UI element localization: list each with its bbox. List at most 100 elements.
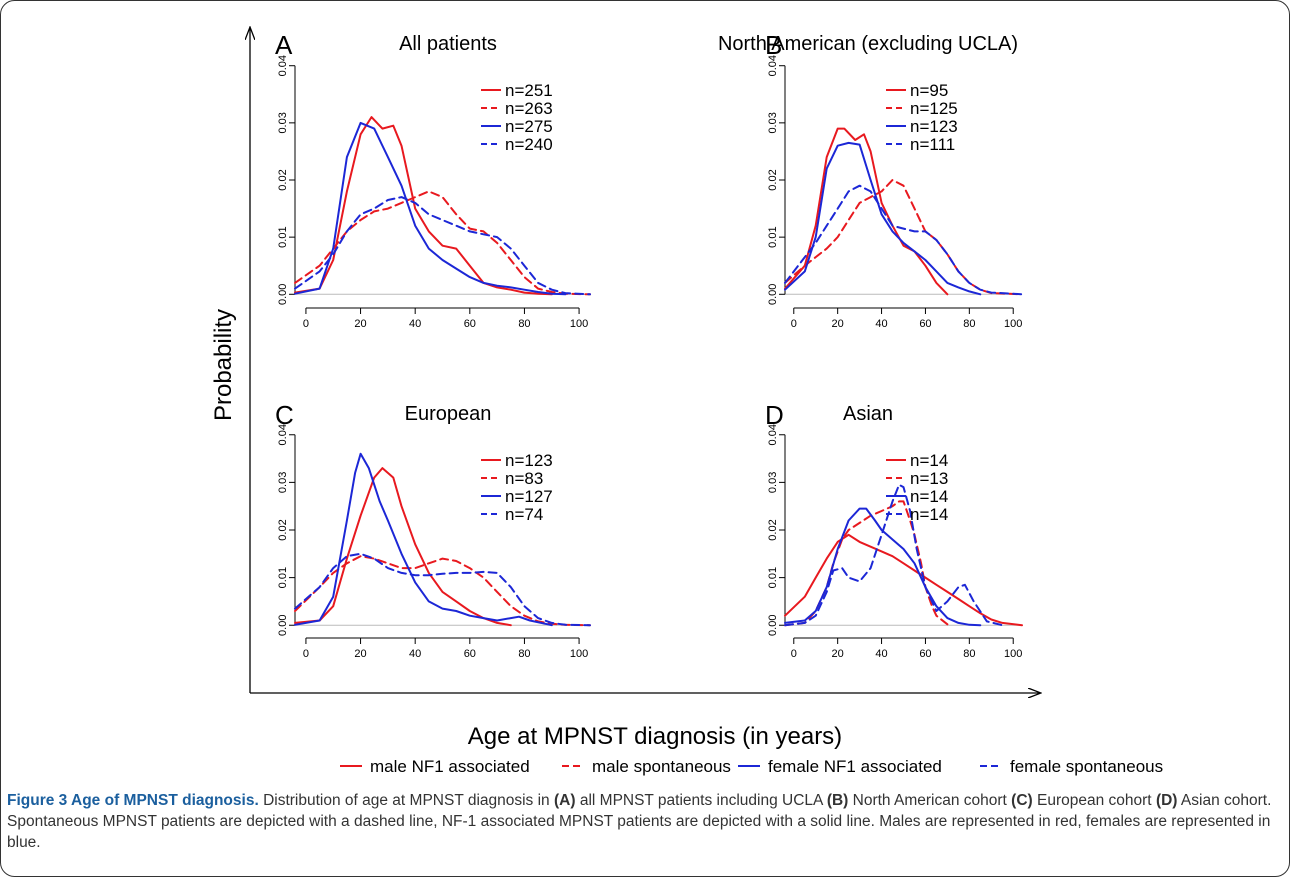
y-tick-label: 0.04 (767, 424, 779, 445)
series-line-3 (294, 121, 567, 296)
caption-ref-d: (D) (1155, 792, 1178, 809)
y-tick-label: 0.00 (767, 284, 779, 305)
y-tick-label: 0.00 (277, 284, 289, 305)
x-tick-label: 0 (303, 318, 309, 330)
x-tick-label: 80 (963, 318, 975, 330)
legend-label: n=111 (910, 135, 955, 154)
series-line-4 (784, 184, 1023, 296)
y-tick-label: 0.04 (277, 424, 289, 445)
legend-entry-label: female spontaneous (1010, 757, 1163, 776)
series-line-1 (294, 467, 512, 627)
x-tick-label: 80 (518, 648, 530, 660)
series-line-4 (294, 196, 591, 296)
caption-text-3: North American cohort (848, 792, 1012, 809)
x-tick-label: 20 (354, 648, 366, 660)
y-tick-label: 0.00 (767, 615, 779, 636)
x-tick-label: 60 (464, 648, 476, 660)
y-tick-label: 0.04 (277, 55, 289, 76)
panel-letter: C (275, 400, 294, 430)
y-tick-label: 0.03 (767, 472, 779, 493)
x-tick-label: 40 (875, 318, 887, 330)
caption-text-4: European cohort (1032, 792, 1156, 809)
x-tick-label: 80 (518, 318, 530, 330)
legend-entry-label: male spontaneous (592, 757, 731, 776)
y-tick-label: 0.01 (767, 226, 779, 247)
legend-label: n=13 (910, 469, 948, 488)
caption-title: Figure 3 Age of MPNST diagnosis. (7, 792, 259, 809)
panel-letter: B (765, 30, 782, 60)
series-line-3 (784, 507, 982, 627)
y-tick-label: 0.00 (277, 615, 289, 636)
panel-title: Asian (843, 403, 893, 425)
bottom-legend: male NF1 associated male spontaneous femal… (340, 757, 1163, 776)
legend-label: n=95 (910, 81, 948, 100)
series-line-3 (784, 141, 982, 296)
y-tick-label: 0.03 (767, 112, 779, 133)
legend-label: n=275 (505, 117, 553, 136)
panel-a: A All patients 0.00 0.01 0.02 0.03 0.04 0 20 40 60… (275, 30, 591, 330)
figure-caption: Figure 3 Age of MPNST diagnosis. Distrib… (7, 790, 1277, 853)
panel-title: North American (excluding UCLA) (718, 33, 1018, 55)
y-tick-label: 0.02 (767, 519, 779, 540)
y-tick-label: 0.02 (767, 169, 779, 190)
legend-label: n=83 (505, 469, 543, 488)
x-tick-label: 20 (354, 318, 366, 330)
y-tick-label: 0.04 (767, 55, 779, 76)
x-axis-label: Age at MPNST diagnosis (in years) (468, 723, 842, 750)
legend-label: n=123 (505, 451, 553, 470)
caption-text-1: Distribution of age at MPNST diagnosis i… (258, 792, 554, 809)
legend-label: n=123 (910, 117, 958, 136)
caption-text-5: Asian cohort. Spontaneous MPNST patients… (7, 792, 1272, 851)
legend-label: n=14 (910, 451, 948, 470)
legend-entry-label: female NF1 associated (768, 757, 942, 776)
y-tick-label: 0.01 (767, 567, 779, 588)
x-tick-label: 40 (409, 648, 421, 660)
series-line-1 (784, 127, 949, 296)
y-tick-label: 0.03 (277, 472, 289, 493)
x-tick-label: 100 (570, 318, 588, 330)
caption-ref-b: (B) (826, 792, 849, 809)
series-line-4 (294, 552, 591, 627)
legend-entry-label: male NF1 associated (370, 757, 530, 776)
panels-group: A All patients 0.00 0.01 0.02 0.03 0.04 0 20 40 60… (275, 30, 1023, 660)
series-line-1 (294, 116, 553, 296)
x-tick-label: 60 (919, 648, 931, 660)
y-tick-label: 0.01 (277, 567, 289, 588)
x-tick-label: 0 (791, 648, 797, 660)
panel-title: All patients (399, 33, 497, 55)
x-tick-label: 100 (1004, 318, 1022, 330)
y-tick-label: 0.02 (277, 169, 289, 190)
x-tick-label: 100 (1004, 648, 1022, 660)
x-tick-label: 0 (791, 318, 797, 330)
y-axis-label: Probability (210, 309, 237, 421)
caption-ref-a: (A) (554, 792, 576, 809)
legend-label: n=263 (505, 99, 553, 118)
series-line-2 (294, 190, 591, 296)
x-tick-label: 20 (832, 318, 844, 330)
panel-letter: D (765, 400, 784, 430)
x-tick-label: 60 (464, 318, 476, 330)
x-tick-label: 0 (303, 648, 309, 660)
x-tick-label: 60 (919, 318, 931, 330)
panel-d: D Asian 0.00 0.01 0.02 0.03 0.04 0 20 40 60 80 100 n=… (765, 400, 1023, 660)
panel-letter: A (275, 30, 293, 60)
x-tick-label: 40 (875, 648, 887, 660)
x-tick-label: 20 (832, 648, 844, 660)
caption-text-2: all MPNST patients including UCLA (575, 792, 827, 809)
series-line-2 (294, 555, 591, 627)
x-tick-label: 80 (963, 648, 975, 660)
legend-label: n=14 (910, 505, 948, 524)
legend-label: n=251 (505, 81, 553, 100)
legend-label: n=74 (505, 505, 543, 524)
x-tick-label: 40 (409, 318, 421, 330)
y-tick-label: 0.03 (277, 112, 289, 133)
legend-label: n=240 (505, 135, 553, 154)
legend-label: n=127 (505, 487, 553, 506)
panel-c: C European 0.00 0.01 0.02 0.03 0.04 0 20 40 60 80 10… (275, 400, 591, 660)
panel-title: European (405, 403, 492, 425)
series-line-3 (294, 452, 553, 627)
legend-label: n=125 (910, 99, 958, 118)
series-line-1 (784, 533, 1023, 627)
